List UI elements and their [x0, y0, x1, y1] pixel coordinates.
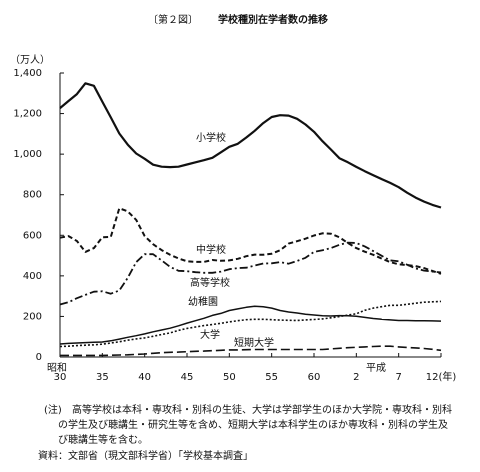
era-label: 平成 [366, 362, 386, 374]
chart-title: 学校種別在学者数の推移 [218, 13, 328, 26]
x-tick-label: 45 [181, 372, 194, 383]
x-tick-label: 7 [395, 372, 401, 383]
era-label: 昭和 [47, 362, 67, 374]
series-line [59, 300, 442, 348]
source: 資料：文部省（現文部科学省）「学校基本調査」 [38, 449, 253, 462]
y-tick-label: 1,000 [13, 149, 42, 160]
x-tick-label: 30 [54, 372, 67, 383]
notes-label: (注) [44, 403, 62, 416]
y-tick-label: 600 [23, 230, 42, 241]
series-line [59, 305, 442, 345]
series-line [59, 82, 442, 209]
note-line: び聴講生等を含む。 [58, 433, 148, 446]
x-tick-label: 12(年) [426, 370, 457, 383]
series-label: 小学校 [196, 131, 226, 144]
x-tick-label: 50 [223, 372, 236, 383]
figure-label: 〔第２図〕 [148, 13, 198, 26]
x-tick-label: 55 [265, 372, 278, 383]
series-line [60, 345, 442, 357]
y-tick-label: 800 [23, 190, 42, 201]
y-tick-label: 1,200 [13, 109, 42, 120]
x-tick-label: 2 [353, 372, 359, 383]
y-tick-label: 1,400 [13, 68, 42, 79]
note-line: 高等学校は本科・専攻科・別科の生徒、大学は学部学生のほか大学院・専攻科・別科 [72, 403, 452, 416]
y-axis-label: （万人） [10, 54, 50, 66]
note-line: の学生及び聴講生・研究生等を含め、短期大学は本科学生のほか専攻科・別科の学生及 [58, 418, 448, 431]
y-tick-label: 0 [36, 352, 42, 363]
series-label: 短期大学 [234, 336, 274, 349]
y-tick-label: 400 [23, 271, 42, 282]
x-tick-label: 35 [96, 372, 109, 383]
series-label: 高等学校 [190, 276, 230, 289]
x-tick-label: 40 [138, 372, 151, 383]
x-tick-label: 60 [308, 372, 321, 383]
series-line [59, 207, 442, 275]
series-label: 大学 [200, 328, 220, 341]
series-line [59, 241, 442, 306]
y-tick-label: 200 [23, 311, 42, 322]
series-label: 幼稚園 [188, 295, 218, 308]
series-label: 中学校 [196, 243, 226, 256]
